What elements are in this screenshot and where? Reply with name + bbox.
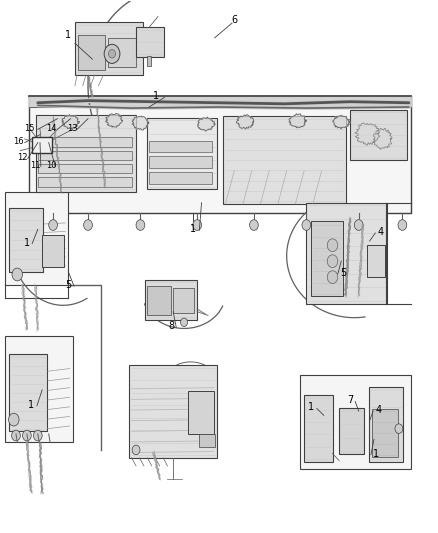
Text: 11: 11	[30, 161, 41, 170]
Bar	[369, 387, 403, 462]
Text: 16: 16	[13, 137, 24, 146]
Bar	[145, 280, 197, 320]
Text: 14: 14	[46, 124, 56, 133]
Text: 6: 6	[231, 15, 237, 26]
Text: 1: 1	[307, 402, 314, 413]
Circle shape	[302, 220, 311, 230]
Polygon shape	[106, 114, 123, 127]
Bar	[306, 203, 387, 304]
Circle shape	[104, 44, 120, 63]
Bar	[108, 38, 136, 67]
Text: 1: 1	[190, 224, 196, 235]
Bar	[372, 409, 398, 457]
Bar	[5, 192, 68, 285]
Bar	[149, 141, 212, 152]
Circle shape	[250, 220, 258, 230]
Bar	[149, 172, 212, 184]
Circle shape	[398, 220, 407, 230]
Text: 5: 5	[65, 280, 71, 290]
Bar	[35, 115, 136, 192]
Bar	[10, 354, 46, 431]
Polygon shape	[132, 116, 149, 130]
Text: 10: 10	[46, 161, 56, 170]
Bar	[188, 391, 214, 434]
Text: 1: 1	[65, 30, 71, 41]
Bar	[38, 164, 132, 173]
Bar	[38, 138, 132, 147]
Text: 1: 1	[373, 449, 379, 458]
Bar	[9, 208, 43, 272]
Bar	[42, 235, 64, 266]
Bar	[130, 365, 217, 458]
Text: 4: 4	[375, 405, 381, 415]
Bar	[147, 118, 217, 189]
Circle shape	[33, 430, 42, 441]
Text: 15: 15	[24, 124, 34, 133]
Circle shape	[9, 413, 19, 426]
Text: 5: 5	[340, 268, 346, 278]
Circle shape	[327, 239, 338, 252]
Text: 13: 13	[67, 124, 78, 133]
Polygon shape	[237, 115, 254, 129]
Bar	[223, 116, 346, 204]
Polygon shape	[29, 96, 411, 213]
Text: 1: 1	[152, 91, 159, 101]
Circle shape	[22, 430, 31, 441]
Circle shape	[12, 268, 22, 281]
Text: 1: 1	[28, 400, 34, 410]
Circle shape	[354, 220, 363, 230]
Bar	[304, 395, 332, 462]
Bar	[173, 288, 194, 313]
Bar	[38, 177, 132, 187]
Text: 1: 1	[24, 238, 30, 247]
Bar	[149, 157, 212, 168]
Bar	[78, 35, 105, 70]
Bar	[350, 110, 407, 160]
Circle shape	[12, 430, 20, 441]
Bar	[311, 221, 343, 296]
Polygon shape	[373, 128, 392, 149]
Bar	[75, 22, 143, 75]
Circle shape	[395, 424, 403, 433]
Circle shape	[136, 220, 145, 230]
Text: 8: 8	[168, 321, 174, 331]
Bar	[147, 286, 171, 316]
Bar	[32, 138, 52, 154]
Polygon shape	[332, 115, 350, 129]
Circle shape	[132, 445, 140, 455]
Bar	[199, 434, 215, 447]
Circle shape	[180, 318, 187, 327]
Bar	[300, 375, 411, 469]
Bar	[136, 27, 164, 56]
Bar	[5, 336, 73, 442]
Polygon shape	[198, 117, 215, 131]
Text: 4: 4	[378, 227, 384, 237]
Bar	[147, 56, 151, 66]
Polygon shape	[355, 123, 380, 146]
Polygon shape	[29, 96, 411, 107]
Polygon shape	[62, 115, 79, 129]
Circle shape	[193, 220, 201, 230]
Bar	[339, 408, 364, 454]
Circle shape	[327, 255, 338, 268]
Text: 7: 7	[347, 395, 353, 406]
Bar	[38, 151, 132, 160]
Bar	[367, 245, 385, 277]
Circle shape	[109, 50, 116, 58]
Circle shape	[84, 220, 92, 230]
Circle shape	[327, 271, 338, 284]
Polygon shape	[289, 114, 307, 128]
Text: 12: 12	[17, 153, 28, 162]
Circle shape	[49, 220, 57, 230]
